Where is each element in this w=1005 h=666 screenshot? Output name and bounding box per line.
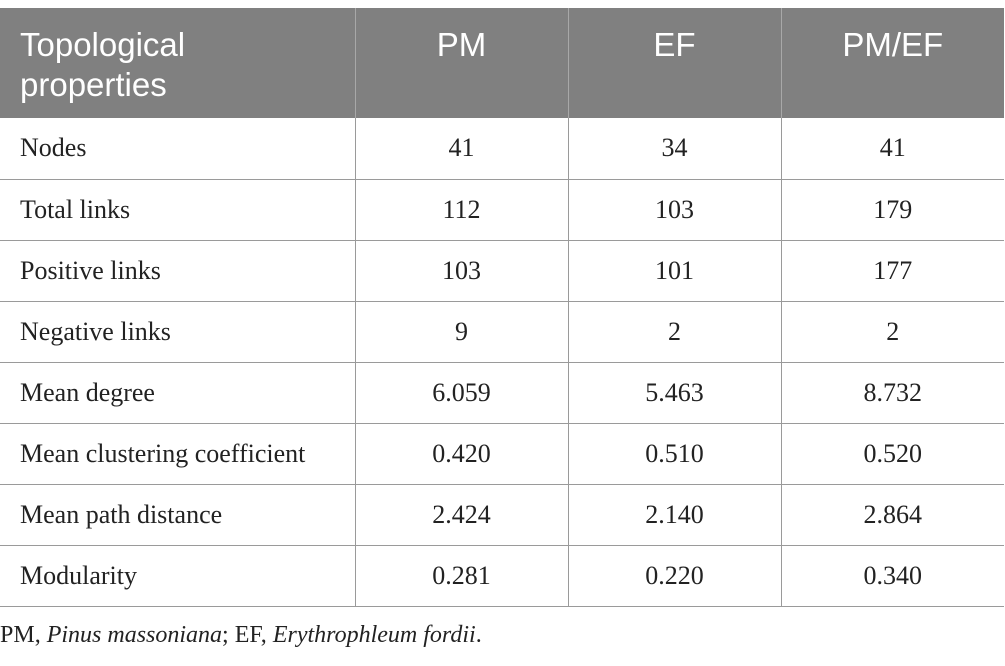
header-col0-line1: Topological — [20, 26, 186, 63]
cell-pm: 103 — [354, 239, 568, 301]
table-row: Mean path distance 2.424 2.140 2.864 — [0, 483, 1004, 545]
cell-ef: 101 — [567, 239, 781, 301]
cell-pm-ef: 0.340 — [780, 544, 1004, 607]
cell-pm-ef: 179 — [780, 178, 1004, 240]
table-row: Negative links 9 2 2 — [0, 300, 1004, 362]
cell-pm: 6.059 — [354, 361, 568, 423]
header-pm-ef: PM/EF — [780, 8, 1004, 118]
row-label: Nodes — [20, 133, 87, 163]
cell-ef: 2 — [567, 300, 781, 362]
footnote-species-pm: Pinus massoniana — [46, 622, 223, 648]
row-label: Mean path distance — [0, 483, 355, 545]
footnote-species-ef: Erythrophleum fordii — [272, 622, 476, 648]
topology-table: Topological properties PM EF PM/EF Nodes… — [0, 8, 1004, 607]
cell-pm: 112 — [354, 178, 568, 240]
header-ef: EF — [567, 8, 781, 118]
row-label: Mean degree — [0, 361, 355, 423]
cell-pm: 41 — [354, 118, 568, 179]
table-header: Topological properties PM EF PM/EF — [0, 8, 1004, 118]
table-row: Positive links 103 101 177 — [0, 239, 1004, 301]
table-row: Mean clustering coefficient 0.420 0.510 … — [0, 422, 1004, 484]
header-row: Topological properties PM EF PM/EF — [0, 8, 1004, 118]
cell-pm-ef: 0.520 — [780, 422, 1004, 484]
cell-pm-ef: 2 — [780, 300, 1004, 362]
table-row: Modularity 0.281 0.220 0.340 — [0, 544, 1004, 607]
row-label: Positive links — [0, 239, 355, 301]
header-col0-line2: properties — [20, 66, 167, 103]
footnote-separator: ; EF, — [222, 622, 267, 648]
cell-pm-ef: 2.864 — [780, 483, 1004, 545]
cell-ef: 2.140 — [567, 483, 781, 545]
row-label: Mean clustering coefficient — [0, 422, 355, 484]
cell-pm-ef: 41 — [780, 118, 1004, 179]
header-pm: PM — [354, 8, 568, 118]
row-label: Modularity — [0, 544, 355, 607]
table-footnote: PM, Pinus massoniana; EF, Erythrophleum … — [0, 622, 482, 649]
table-row: Mean degree 6.059 5.463 8.732 — [0, 361, 1004, 423]
table-body: Nodes 41 34 41 Total links 112 103 179 P… — [0, 118, 1004, 607]
cell-ef: 0.220 — [567, 544, 781, 607]
cell-ef: 5.463 — [567, 361, 781, 423]
row-label: Negative links — [0, 300, 355, 362]
cell-pm: 0.420 — [354, 422, 568, 484]
table-row: Total links 112 103 179 — [0, 178, 1004, 240]
footnote-abbr-pm: PM, — [0, 622, 41, 648]
cell-pm: 0.281 — [354, 544, 568, 607]
cell-pm: 9 — [354, 300, 568, 362]
cell-ef: 34 — [567, 118, 781, 179]
cell-ef: 0.510 — [567, 422, 781, 484]
cell-ef: 103 — [567, 178, 781, 240]
row-label: Total links — [0, 178, 355, 240]
header-topological-properties: Topological properties — [0, 8, 355, 118]
cell-pm-ef: 8.732 — [780, 361, 1004, 423]
footnote-end: . — [475, 622, 482, 648]
cell-pm: 2.424 — [354, 483, 568, 545]
cell-pm-ef: 177 — [780, 239, 1004, 301]
topology-table-container: Topological properties PM EF PM/EF Nodes… — [0, 8, 1004, 607]
table-row: Nodes 41 34 41 — [0, 118, 1004, 179]
